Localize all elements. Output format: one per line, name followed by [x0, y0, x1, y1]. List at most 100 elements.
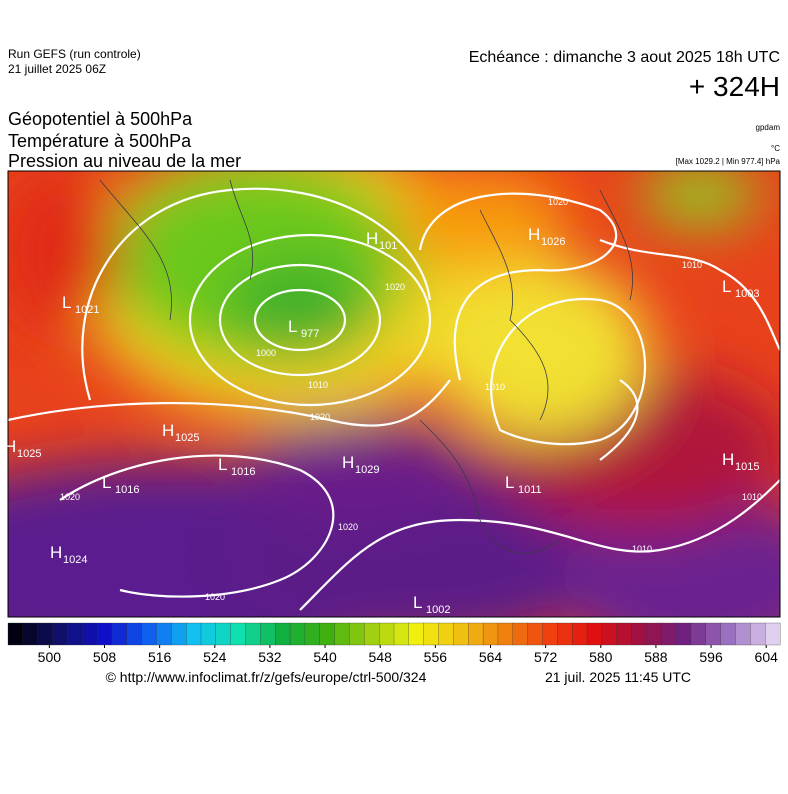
colorbar-cell	[631, 622, 647, 646]
pressure-center-type: H	[528, 225, 540, 244]
colorbar-cell	[572, 622, 588, 646]
pressure-center-type: L	[102, 473, 111, 492]
colorbar-cell	[126, 622, 143, 646]
pressure-center-type: L	[722, 277, 731, 296]
isobar-label: 1020	[60, 492, 80, 502]
colorbar-cell	[111, 622, 128, 646]
colorbar-cell	[141, 622, 157, 646]
colorbar-tick-label: 604	[755, 649, 779, 665]
map-field	[8, 171, 780, 617]
colorbar-tick-label: 540	[313, 649, 337, 665]
pressure-center-type: H	[342, 453, 354, 472]
isobar-label: 1020	[548, 197, 568, 207]
colorbar-tick-label: 596	[699, 649, 723, 665]
colorbar-cell	[52, 622, 68, 646]
colorbar-cell	[334, 622, 350, 646]
isobar-label: 1020	[310, 412, 330, 422]
pressure-center-value: 1021	[75, 304, 99, 316]
colorbar-cell	[453, 622, 469, 646]
colorbar-cell	[586, 622, 603, 646]
colorbar-cell	[171, 622, 187, 646]
colorbar-cell	[616, 622, 632, 646]
colorbar-cell	[7, 622, 24, 646]
source-url: © http://www.infoclimat.fr/z/gefs/europe…	[106, 669, 427, 685]
isobar-label: 1010	[632, 544, 652, 554]
colorbar-cell	[230, 622, 246, 646]
colorbar-cell	[82, 622, 98, 646]
colorbar-cell	[720, 622, 736, 646]
colorbar-cell	[646, 622, 662, 646]
pressure-center-type: H	[366, 229, 378, 248]
pressure-center-value: 1024	[63, 554, 87, 566]
colorbar-cell	[468, 622, 484, 646]
colorbar-tick-label: 572	[534, 649, 558, 665]
isobar-label: 1020	[205, 592, 225, 602]
colorbar-cell	[661, 622, 677, 646]
colorbar-tick-label: 564	[479, 649, 503, 665]
pressure-center-type: H	[722, 450, 734, 469]
isobar-label: 1000	[256, 348, 276, 358]
pressure-center-value: 977	[301, 328, 319, 340]
colorbar-cell	[408, 622, 425, 646]
pressure-center-value: 1015	[735, 461, 759, 473]
colorbar-cell	[601, 622, 618, 646]
colorbar-cell	[438, 622, 454, 646]
colorbar-cell	[304, 622, 321, 646]
run-name: Run GEFS (run controle)	[8, 47, 141, 61]
colorbar-tick-label: 508	[93, 649, 117, 665]
pressure-center-value: 1016	[115, 484, 139, 496]
pressure-center-value: 1002	[426, 604, 450, 616]
pressure-center-value: 1016	[231, 466, 255, 478]
colorbar-cell	[37, 622, 53, 646]
unit: gpdam	[756, 123, 781, 132]
colorbar-cell	[67, 622, 83, 646]
title: Pression au niveau de la mer	[8, 151, 241, 171]
colorbar-tick-label: 580	[589, 649, 613, 665]
pressure-center-type: L	[505, 473, 514, 492]
colorbar-cell	[215, 622, 232, 646]
colorbar-tick-label: 588	[644, 649, 668, 665]
colorbar-cell	[96, 622, 113, 646]
colorbar-cell	[245, 622, 261, 646]
colorbar-cell	[275, 622, 291, 646]
colorbar-cell	[260, 622, 276, 646]
pressure-center-type: L	[413, 593, 422, 612]
colorbar-cell	[557, 622, 573, 646]
colorbar-cell	[349, 622, 365, 646]
colorbar-cell	[735, 622, 751, 646]
pressure-center-value: 1003	[735, 288, 759, 300]
colorbar: 500 508 516 524 532 540 548 556 564 572 580 588 596 6…	[7, 622, 781, 665]
pressure-center-value: 1025	[175, 432, 199, 444]
colorbar-cell	[289, 622, 306, 646]
pressure-center-value: 1011	[518, 484, 542, 496]
colorbar-tick-label: 516	[148, 649, 172, 665]
colorbar-cell	[690, 622, 707, 646]
unit: °C	[771, 144, 780, 153]
colorbar-cell	[542, 622, 558, 646]
colorbar-cell	[705, 622, 722, 646]
colorbar-cell	[186, 622, 202, 646]
colorbar-cell	[364, 622, 380, 646]
colorbar-cell	[200, 622, 217, 646]
map-frame	[7, 170, 781, 618]
colorbar-tick-label: 556	[424, 649, 448, 665]
colorbar-cell	[379, 622, 395, 646]
colorbar-tick-label: 548	[369, 649, 393, 665]
pressure-center-value: 1026	[541, 236, 565, 248]
isobar-label: 1010	[308, 380, 328, 390]
colorbar-cell	[482, 622, 499, 646]
pressure-center-type: H	[50, 543, 62, 562]
pressure-center-value: 1029	[355, 464, 379, 476]
colorbar-cell	[527, 622, 543, 646]
pressure-center-value: 1025	[17, 448, 41, 460]
colorbar-tick-label: 532	[258, 649, 282, 665]
lead-time: + 324H	[689, 71, 780, 102]
colorbar-cell	[765, 622, 781, 646]
colorbar-cell	[423, 622, 439, 646]
colorbar-cell	[497, 622, 514, 646]
isobar-label: 1020	[385, 282, 405, 292]
run-date: 21 juillet 2025 06Z	[8, 62, 106, 76]
colorbar-cell	[22, 622, 39, 646]
colorbar-cell	[393, 622, 410, 646]
forecast-time: Echéance : dimanche 3 aout 2025 18h UTC	[469, 49, 780, 66]
